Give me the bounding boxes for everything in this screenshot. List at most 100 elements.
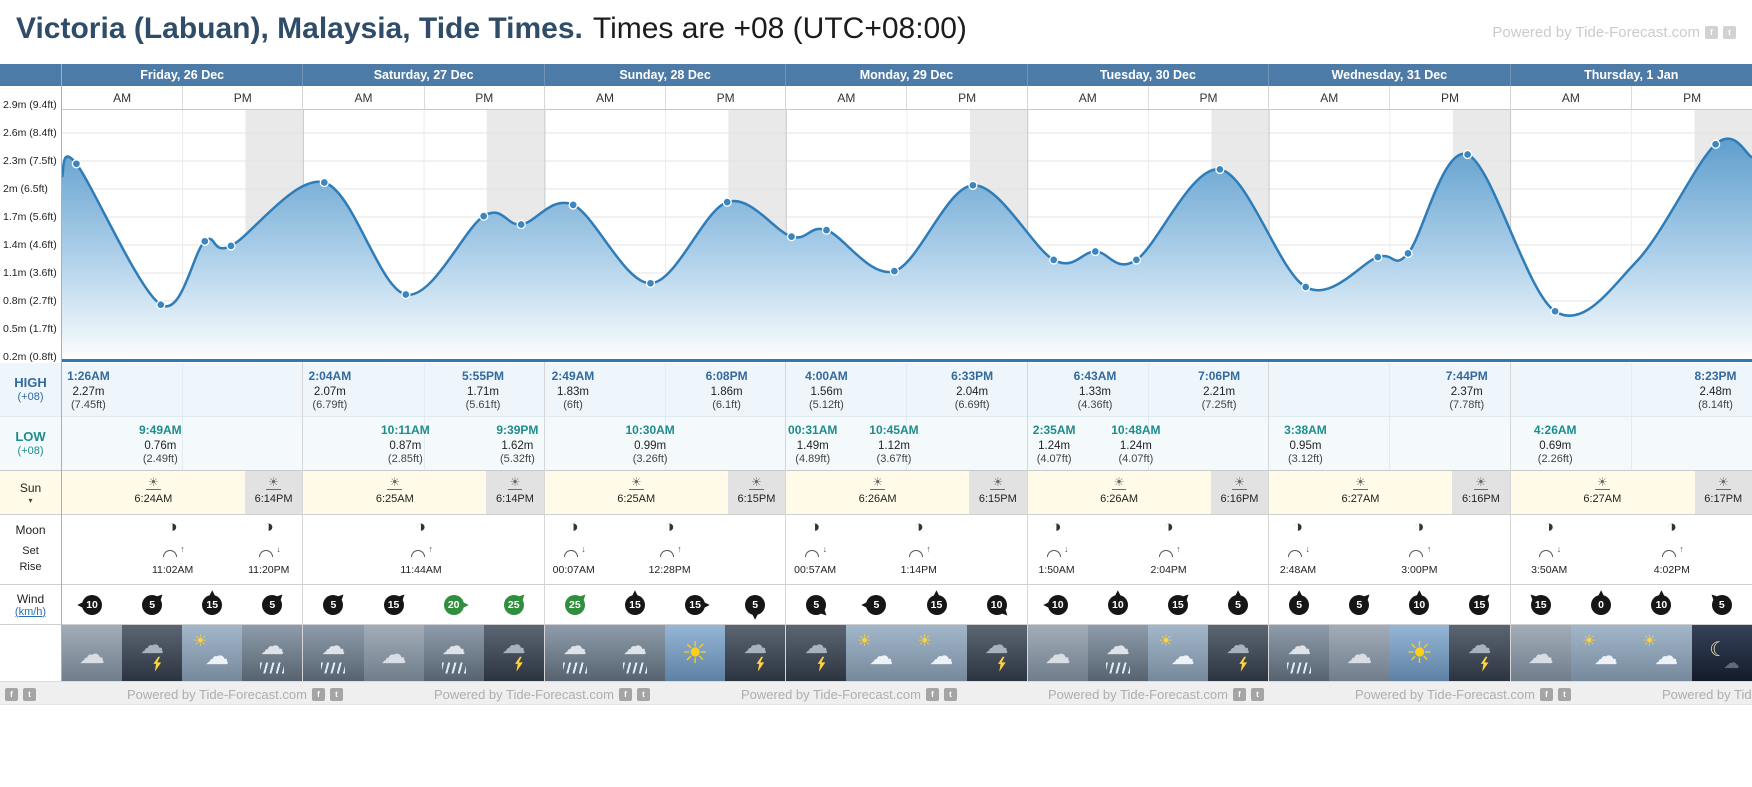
watermark: Powered by Tide-Forecast.com f t (1048, 682, 1264, 704)
high-tide-time: 2:49AM (551, 369, 595, 383)
sunset-time: 6:16PM (1220, 493, 1259, 505)
sunrise-icon: ☀ (387, 475, 403, 490)
rain-streaks-icon (321, 662, 346, 674)
tide-height-ft: (2.26ft) (1537, 453, 1573, 466)
wind-unit-link[interactable]: (km/h) (14, 605, 47, 618)
wind-speed-badge: 5 (1289, 594, 1310, 615)
low-tide-cell: 9:49AM 0.76m (2.49ft) (62, 417, 303, 471)
low-tide-cell: 3:38AM 0.95m (3.12ft) (1269, 417, 1510, 471)
high-tide-cell: 7:44PM 2.37m (7.78ft) (1269, 363, 1510, 417)
day-name: Friday, 26 Dec (140, 68, 225, 82)
low-tide-cell: 00:31AM 1.49m (4.89ft) 10:45AM 1.12m (3.… (786, 417, 1027, 471)
moon-rise-icon: ↑ (1409, 545, 1431, 559)
wind-label: Wind (16, 591, 45, 606)
high-tide-time: 1:26AM (67, 369, 110, 383)
page-title-timezone: Times are +08 (UTC+08:00) (592, 12, 967, 45)
moon-phase-icon: ◑ (1544, 517, 1555, 536)
moon-rise-item: ◑ ↑ 1:14PM (889, 515, 949, 584)
sun-row-collapse-icon[interactable]: ▾ (28, 495, 33, 505)
sun-cell: ☀ 6:27AM ☀ 6:17PM (1510, 471, 1752, 515)
watermark: Powered by Tide-Forecast.com f t (127, 682, 343, 704)
wind-indicator: ▲ 15 (1163, 589, 1193, 620)
cloud-icon: ☁ (1346, 639, 1373, 670)
weather-sunny-icon: ☀ (1389, 625, 1450, 681)
low-tide-cell: 10:30AM 0.99m (3.26ft) (544, 417, 786, 471)
wind-indicator: ▲ 20 (439, 590, 471, 620)
am-label: AM (113, 90, 132, 105)
weather-cell: ☁ ☀ ☁ ☀ ☁ ☾ ☁ (1510, 625, 1752, 681)
pm-label: PM (1631, 86, 1752, 109)
sunrise-icon: ☀ (628, 475, 644, 490)
wind-speed-badge: 25 (564, 594, 585, 615)
sunset-item: ☀ 6:15PM (737, 476, 775, 505)
sunrise-icon: ☀ (1111, 475, 1127, 490)
night-shading (244, 471, 303, 514)
watermark: Powered by Tide-Forecast.com f t (1662, 682, 1752, 704)
moon-set-icon: ↓ (258, 545, 281, 559)
tide-height-ft: (6.1ft) (712, 399, 741, 412)
moon-time: 00:07AM (552, 564, 595, 576)
cloud-icon: ☁ (623, 633, 647, 661)
sun-icon: ☀ (681, 637, 709, 671)
sun-cell: ☀ 6:26AM ☀ 6:16PM (1027, 471, 1269, 515)
cloud-icon: ☁ (743, 632, 768, 660)
sunrise-time: 6:26AM (858, 493, 897, 505)
sunrise-icon: ☀ (1594, 475, 1610, 490)
twitter-icon: t (22, 687, 36, 701)
y-axis-label: 2m (6.5ft) (3, 183, 48, 195)
sunset-time: 6:17PM (1704, 493, 1743, 505)
wind-speed-badge: 10 (1651, 594, 1672, 615)
high-tide-time: 6:43AM (1073, 369, 1117, 383)
sunrise-item: ☀ 6:27AM (1342, 476, 1380, 505)
twitter-icon: t (636, 687, 650, 701)
watermark: Powered by Tide-Forecast.com f t (0, 682, 36, 704)
rain-streaks-icon (1105, 662, 1130, 674)
high-tide-entry: 2:49AM 1.83m (6ft) (527, 369, 619, 413)
gutter-header-cell (0, 64, 61, 86)
wind-indicator: ▲ 5 (1344, 589, 1375, 620)
sunset-icon: ☀ (507, 475, 523, 490)
low-tide-time: 4:26AM (1533, 423, 1577, 437)
tide-height-m: 0.76m (144, 440, 177, 452)
wind-speed-badge: 5 (1228, 594, 1249, 615)
moon-row-label: Moon Set Rise (0, 515, 61, 585)
twitter-icon: t (1723, 26, 1736, 39)
weather-overcast-icon: ☁ (363, 625, 424, 681)
wind-speed-badge: 10 (1047, 594, 1068, 615)
weather-partly-sunny-icon: ☀ ☁ (1631, 625, 1692, 681)
moon-cell: ◑ ↓ 00:57AM ◑ ↑ 1:14PM (786, 515, 1027, 585)
low-tide-time: 9:39PM (496, 423, 539, 437)
high-tide-entry: 7:06PM 2.21m (7.25ft) (1173, 369, 1265, 413)
sun-label: Sun (19, 480, 42, 495)
weather-thunderstorm-icon: ☁ (483, 625, 544, 681)
low-tide-entry: 9:49AM 0.76m (2.49ft) (114, 423, 206, 467)
sunrise-icon: ☀ (145, 475, 161, 490)
wind-indicator: ▲ 5 (740, 590, 770, 622)
moon-rise-item: ◑ ↑ 11:44AM (391, 515, 451, 584)
tide-height-m: 1.12m (878, 440, 910, 452)
wind-cell: ▲ 25 ▲ 15 ▲ 15 ▲ 5 (544, 585, 786, 625)
high-row-label: HIGH (+08) (0, 363, 61, 417)
wind-speed-badge: 5 (1711, 594, 1732, 615)
watermark-text: Powered by Tide-Forecast.com (434, 686, 614, 702)
night-shading (1694, 471, 1752, 514)
night-shading (1210, 471, 1269, 514)
pm-label: PM (1147, 86, 1268, 109)
day-column: Saturday, 27 Dec AM PM 2:04AM 2.07m (6.7… (303, 64, 545, 681)
moon-set-item: ◑ ↓ 3:50AM (1519, 515, 1579, 584)
moon-cell: ◑ ↓ 2:48AM ◑ ↑ 3:00PM (1269, 515, 1510, 585)
cloud-icon: ☁ (260, 633, 285, 661)
wind-indicator: ▲ 5 (1223, 588, 1253, 620)
watermark: Powered by Tide-Forecast.com f t (741, 682, 957, 704)
wind-direction-arrow: ▲ (630, 587, 640, 597)
moon-set-icon: ↓ (1287, 545, 1310, 559)
cloud-icon: ☁ (869, 643, 894, 671)
moon-set-icon: ↓ (805, 545, 827, 559)
moon-rise-icon: ↑ (162, 545, 185, 559)
pm-label: PM (906, 86, 1026, 109)
moon-rise-label: Rise (19, 561, 42, 573)
night-shading (727, 471, 786, 514)
watermark-text: Powered by Tide-Forecast.com (1355, 686, 1535, 702)
low-tide-entry: 10:45AM 1.12m (3.67ft) (848, 423, 940, 467)
sunset-time: 6:14PM (496, 493, 534, 505)
